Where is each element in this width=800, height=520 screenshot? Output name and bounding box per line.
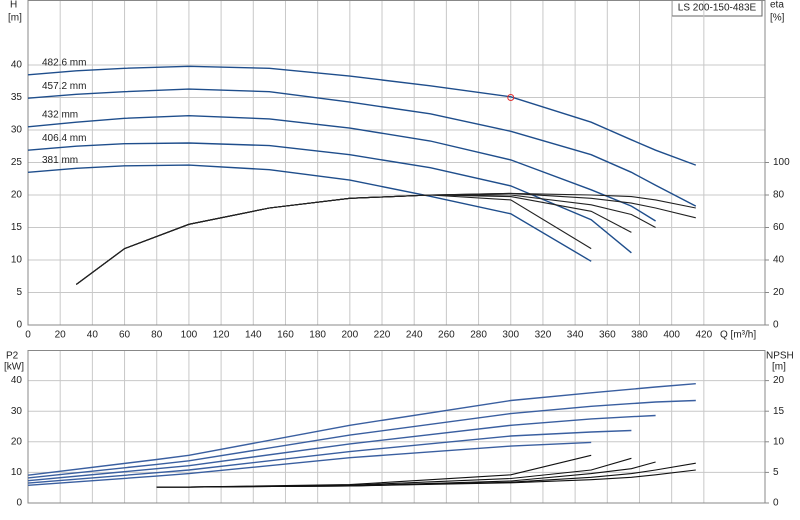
x-tick-label: 40: [87, 330, 99, 341]
x-tick-label: 360: [599, 330, 616, 341]
curve-label: 457.2 mm: [42, 81, 86, 92]
primary-curve: [27, 88, 697, 207]
y-tick-label: 5: [16, 287, 22, 298]
y2-tick-label: 10: [773, 436, 785, 447]
curve-label: 381 mm: [42, 155, 78, 166]
x-tick-label: 240: [406, 330, 423, 341]
y2-tick-label: 20: [773, 375, 785, 386]
x-tick-label: 300: [502, 330, 519, 341]
x-tick-label: 180: [309, 330, 326, 341]
x-tick-label: 340: [567, 330, 584, 341]
y-axis-label: P2: [6, 351, 19, 362]
y2-axis-unit: [m]: [772, 362, 786, 373]
y2-tick-label: 40: [773, 255, 785, 266]
secondary-curve: [75, 192, 696, 285]
y-tick-label: 10: [11, 255, 23, 266]
x-tick-label: 140: [245, 330, 262, 341]
secondary-curve: [156, 454, 592, 488]
x-tick-label: 380: [631, 330, 648, 341]
y2-tick-label: 0: [773, 320, 779, 331]
plot-frame: [27, 350, 766, 504]
x-tick-label: 200: [341, 330, 358, 341]
y2-axis-label: eta: [770, 0, 784, 11]
primary-curve: [27, 414, 656, 482]
primary-curve: [27, 399, 696, 479]
y-tick-label: 0: [16, 498, 22, 509]
secondary-curve: [75, 194, 656, 285]
chart-title: LS 200-150-483E: [678, 3, 757, 14]
duty-point: [507, 94, 515, 101]
y2-axis-unit: [%]: [770, 13, 785, 24]
primary-curve: [27, 441, 592, 486]
y-tick-label: 15: [11, 222, 23, 233]
secondary-curve: [75, 194, 632, 285]
y2-tick-label: 20: [773, 287, 785, 298]
y-tick-label: 25: [11, 157, 23, 168]
y-axis-unit: [m]: [8, 13, 22, 24]
primary-curve: [27, 142, 632, 254]
x-tick-label: 0: [25, 330, 31, 341]
y-tick-label: 20: [11, 436, 23, 447]
x-tick-label: 80: [151, 330, 163, 341]
y-tick-label: 40: [11, 375, 23, 386]
primary-curve: [27, 429, 632, 484]
y2-tick-label: 80: [773, 190, 785, 201]
x-tick-label: 20: [55, 330, 67, 341]
x-tick-label: 120: [213, 330, 230, 341]
secondary-curve: [75, 192, 696, 285]
x-axis-label: Q [m³/h]: [720, 330, 756, 341]
x-tick-label: 260: [438, 330, 455, 341]
y-tick-label: 30: [11, 125, 23, 136]
y-tick-label: 30: [11, 406, 23, 417]
y-axis-label: H: [10, 0, 17, 11]
x-tick-label: 280: [470, 330, 487, 341]
y-tick-label: 35: [11, 92, 23, 103]
y-tick-label: 0: [16, 320, 22, 331]
y2-tick-label: 15: [773, 406, 785, 417]
y2-tick-label: 0: [773, 498, 779, 509]
y2-tick-label: 100: [773, 157, 790, 168]
primary-curve: [27, 65, 697, 166]
curve-label: 406.4 mm: [42, 133, 86, 144]
x-tick-label: 60: [119, 330, 131, 341]
x-tick-label: 100: [181, 330, 198, 341]
curve-label: 482.6 mm: [42, 57, 86, 68]
y2-tick-label: 5: [773, 467, 779, 478]
x-tick-label: 320: [535, 330, 552, 341]
y2-tick-label: 60: [773, 222, 785, 233]
x-tick-label: 400: [663, 330, 680, 341]
secondary-curve: [75, 194, 592, 285]
primary-curve: [27, 383, 696, 476]
plot-frame: [27, 0, 766, 326]
x-tick-label: 420: [696, 330, 713, 341]
primary-curve: [27, 164, 592, 262]
y2-axis-label: NPSH: [766, 351, 794, 362]
primary-curve: [27, 114, 656, 222]
y-tick-label: 40: [11, 60, 23, 71]
x-tick-label: 160: [277, 330, 294, 341]
y-tick-label: 20: [11, 190, 23, 201]
x-tick-label: 220: [374, 330, 391, 341]
curve-label: 432 mm: [42, 109, 78, 120]
y-axis-unit: [kW]: [4, 362, 24, 373]
y-tick-label: 10: [11, 467, 23, 478]
